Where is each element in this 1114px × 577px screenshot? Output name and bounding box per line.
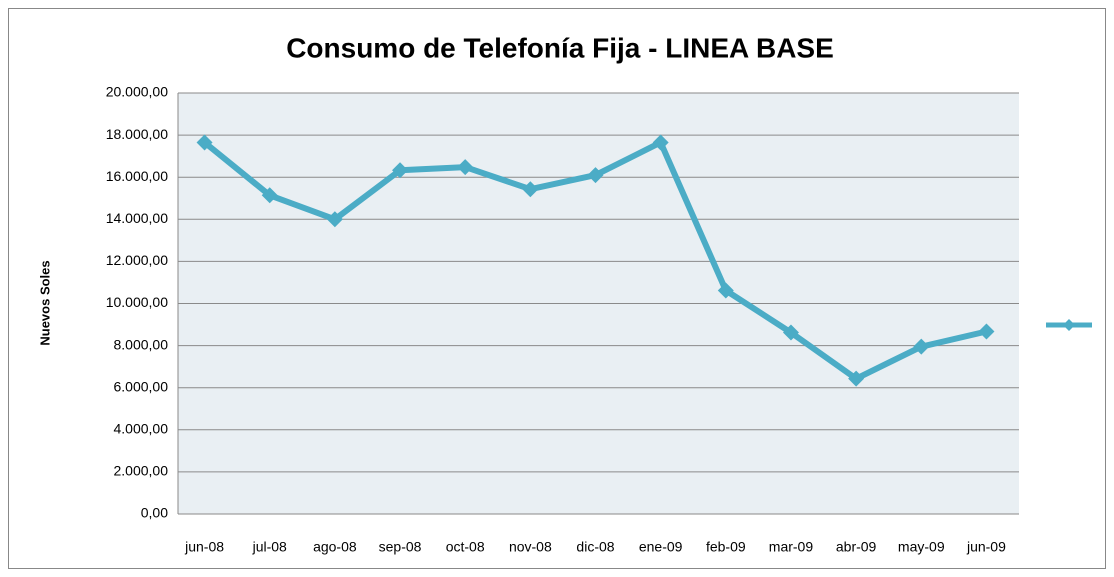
x-tick-label: ago-08 xyxy=(313,539,357,555)
point-marker xyxy=(261,187,278,204)
x-tick-label: ene-09 xyxy=(639,539,683,555)
y-tick-label: 20.000,00 xyxy=(106,84,168,100)
chart-title: Consumo de Telefonía Fija - LINEA BASE xyxy=(286,32,834,63)
point-marker xyxy=(522,181,539,198)
y-axis-label: Nuevos Soles xyxy=(37,260,52,345)
point-marker xyxy=(326,211,343,228)
point-marker xyxy=(196,134,213,151)
x-tick-label: feb-09 xyxy=(706,539,746,555)
point-marker xyxy=(392,162,409,179)
x-tick-label: jul-08 xyxy=(252,539,287,555)
point-marker xyxy=(587,167,604,184)
y-tick-label: 12.000,00 xyxy=(106,252,168,268)
point-marker xyxy=(717,282,734,299)
point-marker xyxy=(913,338,930,355)
x-tick-label: oct-08 xyxy=(446,539,485,555)
y-tick-label: 0,00 xyxy=(141,505,168,521)
y-tick-label: 8.000,00 xyxy=(114,336,169,352)
legend-marker xyxy=(1063,319,1075,331)
x-tick-label: dic-08 xyxy=(576,539,614,555)
x-tick-label: abr-09 xyxy=(836,539,877,555)
x-tick-label: mar-09 xyxy=(769,539,814,555)
x-tick-label: sep-08 xyxy=(379,539,422,555)
y-tick-label: 10.000,00 xyxy=(106,294,168,310)
x-tick-label: jun-08 xyxy=(184,539,224,555)
point-marker xyxy=(782,324,799,341)
y-tick-label: 2.000,00 xyxy=(114,463,169,479)
point-marker xyxy=(978,323,995,340)
point-marker xyxy=(457,159,474,176)
x-tick-label: nov-08 xyxy=(509,539,552,555)
y-tick-label: 4.000,00 xyxy=(114,421,169,437)
y-tick-label: 16.000,00 xyxy=(106,168,168,184)
point-marker xyxy=(652,134,669,151)
x-tick-label: jun-09 xyxy=(966,539,1006,555)
point-marker xyxy=(848,370,865,387)
x-tick-label: may-09 xyxy=(898,539,945,555)
y-tick-label: 14.000,00 xyxy=(106,210,168,226)
y-tick-label: 6.000,00 xyxy=(114,378,169,394)
y-tick-label: 18.000,00 xyxy=(106,126,168,142)
